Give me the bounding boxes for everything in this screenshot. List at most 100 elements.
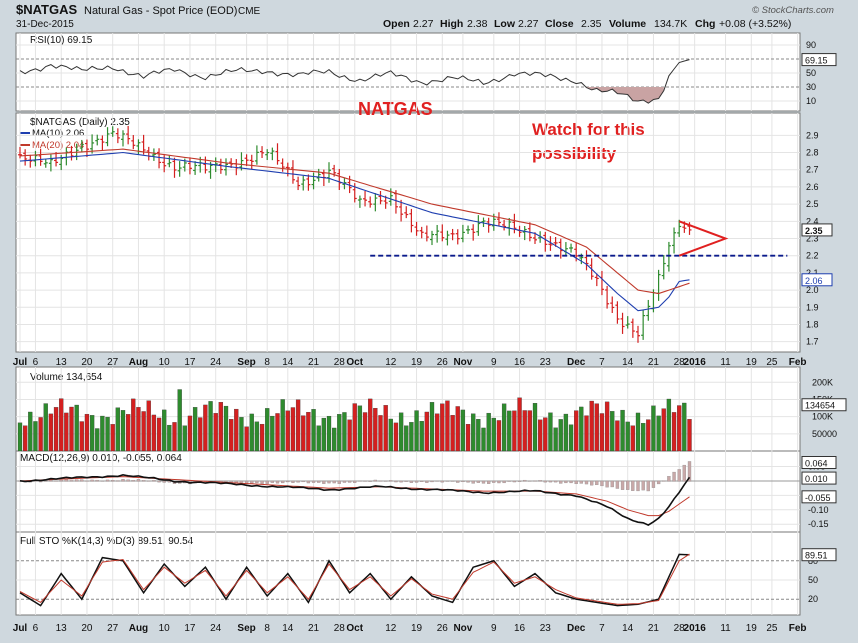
macd-histogram-bar	[414, 480, 419, 483]
macd-histogram-bar	[445, 480, 450, 482]
volume-bar	[337, 414, 342, 452]
x-axis-label: 8	[264, 623, 270, 634]
macd-histogram-bar	[636, 480, 640, 492]
open-value: 2.27	[413, 18, 434, 30]
macd-histogram-bar	[167, 480, 172, 483]
volume-bar	[378, 415, 383, 452]
macd-histogram-bar	[75, 479, 79, 482]
x-axis-label: 21	[308, 623, 320, 634]
volume-bar	[105, 416, 110, 452]
x-axis-label: 19	[411, 357, 423, 368]
volume-bar	[604, 401, 610, 452]
annotation-note-line2: possibility	[532, 144, 617, 163]
volume-bar	[424, 411, 430, 452]
stochastic-layer	[16, 553, 800, 607]
exchange-label: CME	[238, 6, 261, 17]
x-axis-label: 19	[411, 623, 423, 634]
macd-histogram-bar	[409, 480, 414, 483]
macd-current-box	[801, 456, 837, 469]
x-axis-label: 16	[514, 357, 526, 368]
x-axis-label: 19	[746, 357, 758, 368]
x-axis-label: Jul	[13, 623, 28, 634]
volume-bar	[64, 412, 69, 452]
macd-histogram-bar	[337, 480, 341, 484]
volume-bar	[615, 420, 620, 452]
macd-histogram-bar	[69, 480, 74, 482]
volume-bar	[687, 419, 692, 452]
x-axis-label: 27	[107, 623, 119, 634]
x-axis-label: Dec	[567, 623, 586, 634]
volume-bar	[563, 413, 569, 452]
macd-histogram-bar	[317, 480, 321, 483]
macd-histogram-bar	[471, 480, 475, 484]
x-axis-label: 28	[334, 357, 346, 368]
volume-bar	[589, 400, 594, 452]
x-axis-label: 26	[437, 623, 449, 634]
macd-histogram-bar	[322, 480, 326, 484]
volume-bar	[419, 420, 424, 452]
macd-histogram-bar	[378, 480, 383, 482]
high-label: High	[440, 18, 463, 30]
price-tick-label: 2.0	[806, 285, 819, 295]
volume-bar	[316, 425, 321, 452]
macd-histogram-bar	[610, 480, 614, 488]
volume-bar	[538, 419, 543, 452]
volume-bar	[342, 412, 347, 452]
macd-panel	[15, 450, 801, 533]
macd-histogram-bar	[44, 480, 48, 482]
volume-bar	[651, 405, 656, 452]
macd-histogram-bar	[157, 480, 161, 483]
volume-bar	[553, 427, 558, 452]
macd-histogram-bar	[590, 480, 594, 486]
macd-histogram-bar	[126, 479, 130, 482]
macd-histogram-bar	[255, 480, 259, 484]
volume-tick-label: 50000	[812, 429, 837, 439]
macd-histogram-bar	[559, 480, 563, 484]
volume-bar	[460, 409, 466, 452]
macd-histogram-bar	[280, 480, 285, 484]
volume-bar	[635, 412, 641, 452]
macd-histogram-bar	[687, 461, 692, 482]
volume-bar	[95, 428, 100, 452]
volume-current-label: 134654	[805, 401, 835, 411]
stochastic-tick-label: 20	[808, 594, 818, 604]
volume-bar	[136, 407, 141, 452]
x-axis-label: 10	[159, 357, 171, 368]
volume-bar	[59, 398, 64, 452]
macd-histogram-bar	[523, 479, 527, 482]
macd-histogram-bar	[440, 480, 444, 483]
macd-histogram-bar	[353, 480, 357, 483]
macd-histogram-bar	[615, 480, 620, 489]
volume-bar	[398, 412, 404, 452]
date-label: 31-Dec-2015	[16, 19, 74, 30]
macd-histogram-bar	[538, 480, 542, 482]
macd-histogram-bar	[306, 480, 311, 484]
volume-bar	[239, 417, 244, 452]
x-axis-label: 6	[33, 357, 39, 368]
volume-bar	[218, 402, 224, 452]
volume-bar	[162, 409, 167, 452]
macd-histogram-bar	[481, 480, 486, 484]
x-axis-label: 20	[81, 623, 93, 634]
macd-histogram-bar	[275, 480, 280, 484]
macd-histogram-bar	[600, 480, 604, 487]
volume-bar	[579, 406, 584, 452]
volume-bar	[404, 425, 409, 452]
volume-bar	[213, 413, 218, 452]
rsi-tick-label: 30	[806, 82, 816, 92]
volume-bar	[100, 415, 105, 452]
price-tick-label: 2.2	[806, 251, 819, 261]
volume-bar	[671, 412, 677, 452]
rsi-tick-label: 50	[806, 68, 816, 78]
x-axis-label: 2016	[684, 623, 707, 634]
macd-histogram-bar	[301, 480, 305, 483]
macd-histogram-bar	[152, 480, 156, 482]
macd-histogram-bar	[90, 479, 94, 482]
x-axis-label: Feb	[789, 623, 807, 634]
macd-histogram-bar	[507, 480, 511, 482]
x-axis-label: 27	[107, 357, 119, 368]
volume-bar	[285, 410, 290, 452]
macd-histogram-bar	[574, 480, 578, 485]
axis-layer: 103050709069.151.71.81.92.02.12.22.32.42…	[13, 40, 847, 634]
price-tick-label: 2.6	[806, 182, 819, 192]
